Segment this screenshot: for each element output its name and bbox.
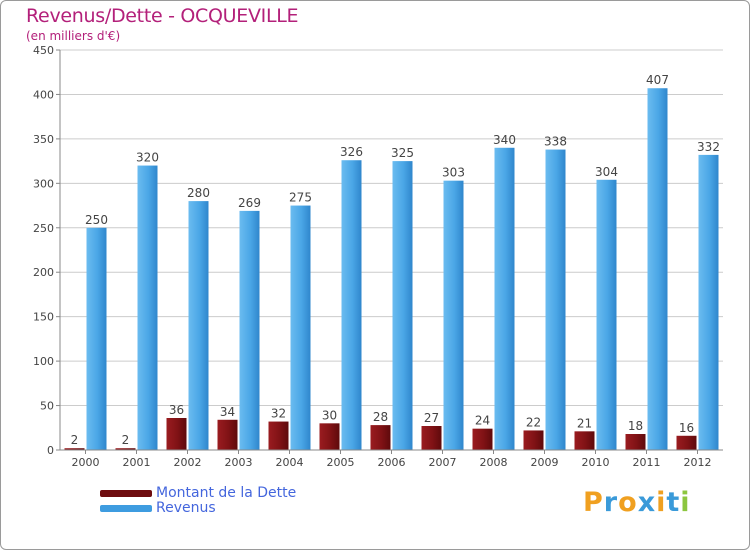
bars	[64, 88, 719, 451]
bar-debt-2012	[676, 435, 697, 450]
bar-debt-2010	[574, 431, 595, 450]
bar-debt-2008	[472, 428, 493, 450]
bar-debt-2002	[166, 418, 187, 450]
label-revenue-2006: 325	[391, 146, 414, 160]
legend-label-revenue: Revenus	[156, 500, 216, 516]
label-revenue-2008: 340	[493, 133, 516, 147]
logo-letter: x	[637, 487, 657, 518]
bar-revenue-2001	[137, 165, 158, 451]
y-tick-label: 300	[33, 177, 54, 190]
bar-revenue-2006	[392, 161, 413, 450]
x-tick-label-2005: 2005	[327, 456, 355, 469]
y-tick-label: 0	[47, 444, 54, 457]
y-tick-label: 250	[33, 222, 54, 235]
label-debt-2003: 34	[220, 405, 235, 419]
label-revenue-2001: 320	[136, 151, 159, 165]
bar-debt-2007	[421, 426, 442, 450]
label-revenue-2007: 303	[442, 166, 465, 180]
label-debt-2005: 30	[322, 408, 337, 422]
chart-subtitle: (en milliers d'€)	[26, 29, 121, 43]
label-revenue-2012: 332	[697, 140, 720, 154]
x-tick-label-2009: 2009	[531, 456, 559, 469]
bar-revenue-2000	[86, 227, 107, 450]
bar-debt-2004	[268, 421, 289, 450]
label-revenue-2004: 275	[289, 191, 312, 205]
label-revenue-2010: 304	[595, 165, 618, 179]
label-debt-2006: 28	[373, 410, 388, 424]
label-debt-2002: 36	[169, 403, 184, 417]
bar-revenue-2005	[341, 160, 362, 450]
label-revenue-2005: 326	[340, 145, 363, 159]
bar-revenue-2009	[545, 149, 566, 451]
logo-letter: i	[656, 487, 667, 518]
legend-swatch-debt	[100, 490, 152, 497]
x-tick-label-2007: 2007	[429, 456, 457, 469]
label-revenue-2000: 250	[85, 213, 108, 227]
label-revenue-2002: 280	[187, 186, 210, 200]
x-tick-label-2010: 2010	[582, 456, 610, 469]
y-tick-label: 450	[33, 44, 54, 57]
label-debt-2004: 32	[271, 407, 286, 421]
bar-debt-2000	[64, 448, 85, 450]
y-tick-label: 400	[33, 88, 54, 101]
bar-chart: 0 50 100 150 200 250 300 350 400 450 2000 2001 2002 2…	[33, 44, 723, 469]
x-tick-label-2006: 2006	[378, 456, 406, 469]
logo-letter: r	[603, 487, 619, 518]
bar-debt-2011	[625, 434, 646, 450]
chart-title: Revenus/Dette - OCQUEVILLE	[26, 5, 299, 27]
label-debt-2001: 2	[122, 433, 130, 447]
logo-letter: P	[583, 487, 604, 518]
label-revenue-2009: 338	[544, 135, 567, 149]
bar-revenue-2012	[698, 154, 719, 450]
axes: 0 50 100 150 200 250 300 350 400 450 2000 2001 2002 2…	[33, 44, 723, 469]
logo-letter: o	[618, 487, 638, 518]
bar-revenue-2010	[596, 179, 617, 450]
label-debt-2012: 16	[679, 421, 694, 435]
y-tick-label: 150	[33, 311, 54, 324]
label-revenue-2011: 407	[646, 73, 669, 87]
logo-letter: i	[680, 487, 691, 518]
y-tick-label: 100	[33, 355, 54, 368]
y-tick-label: 350	[33, 133, 54, 146]
gridlines	[60, 49, 723, 407]
bar-debt-2005	[319, 423, 340, 450]
x-tick-label-2000: 2000	[72, 456, 100, 469]
x-tick-label-2011: 2011	[633, 456, 661, 469]
x-tick-label-2001: 2001	[123, 456, 151, 469]
label-debt-2008: 24	[475, 414, 490, 428]
bar-revenue-2004	[290, 205, 311, 450]
bar-debt-2001	[115, 448, 136, 450]
label-debt-2000: 2	[71, 433, 79, 447]
legend-label-debt: Montant de la Dette	[156, 485, 297, 501]
label-debt-2009: 22	[526, 415, 541, 429]
x-tick-label-2008: 2008	[480, 456, 508, 469]
bar-debt-2009	[523, 430, 544, 450]
bar-revenue-2008	[494, 147, 515, 450]
legend-swatch-revenue	[100, 505, 152, 512]
bar-revenue-2007	[443, 180, 464, 450]
bar-revenue-2002	[188, 201, 209, 450]
bar-revenue-2003	[239, 210, 260, 450]
y-tick-label: 50	[40, 400, 54, 413]
bar-debt-2006	[370, 425, 391, 450]
proxiti-logo: Proxiti	[583, 487, 691, 518]
bar-debt-2003	[217, 419, 238, 450]
logo-letter: t	[666, 487, 681, 518]
label-debt-2010: 21	[577, 416, 592, 430]
label-debt-2011: 18	[628, 419, 643, 433]
bar-revenue-2011	[647, 88, 668, 450]
x-tick-label-2012: 2012	[684, 456, 712, 469]
label-revenue-2003: 269	[238, 196, 261, 210]
label-debt-2007: 27	[424, 411, 439, 425]
data-labels: 2 250 2 320 36 280 34 269 32 275 30 326 28 325 27 303 24…	[71, 73, 720, 447]
x-tick-label-2004: 2004	[276, 456, 304, 469]
x-tick-label-2003: 2003	[225, 456, 253, 469]
x-tick-label-2002: 2002	[174, 456, 202, 469]
y-tick-label: 200	[33, 266, 54, 279]
